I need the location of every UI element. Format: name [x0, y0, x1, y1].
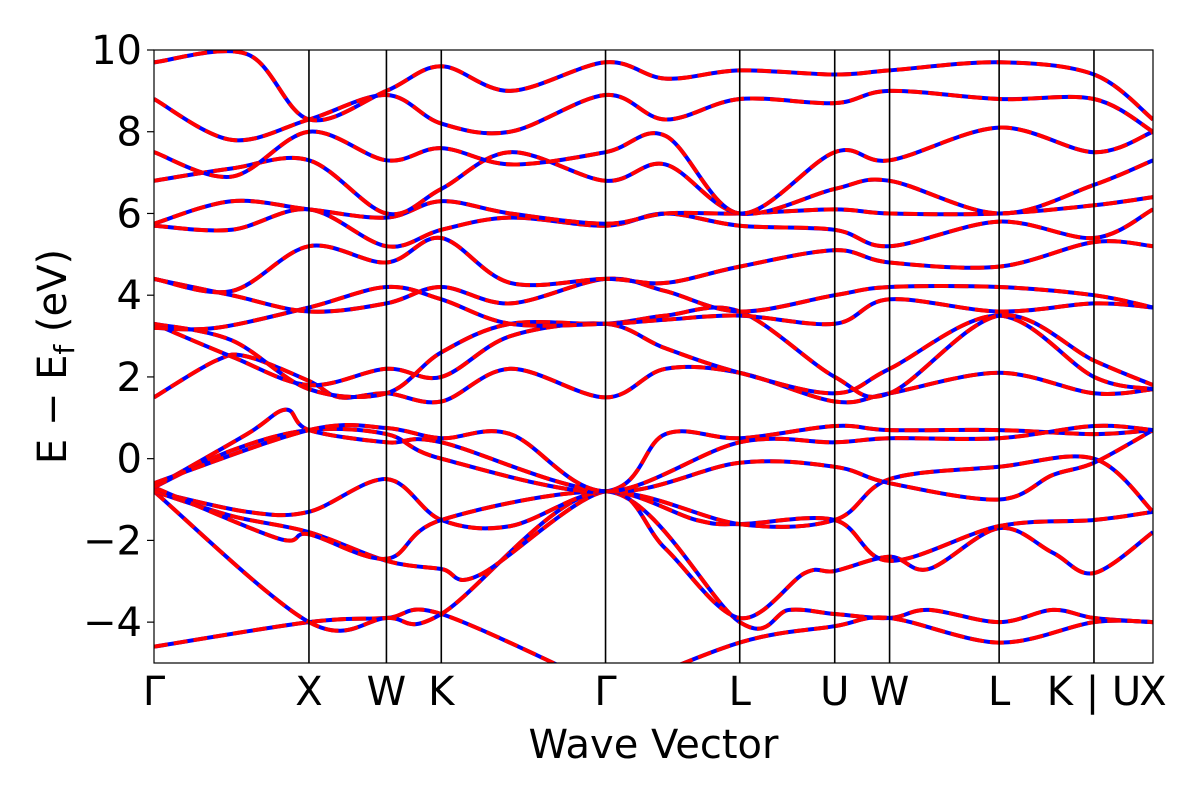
band-12-red — [154, 305, 1153, 399]
high-symmetry-lines — [308, 50, 1095, 663]
x-tick-label-3: W — [367, 669, 407, 715]
y-tick-label-4: 2 — [117, 355, 142, 401]
y-axis-label: E − Ef (eV) — [30, 249, 81, 464]
y-tick-label-5: 4 — [117, 273, 142, 319]
x-tick-label-1: Γ — [143, 669, 166, 715]
x-tick-label-4: K — [428, 669, 456, 715]
band-8-red — [154, 407, 1153, 502]
y-tick-label-1: −4 — [83, 600, 142, 646]
y-tick-label-7: 8 — [117, 110, 142, 156]
y-axis-label-subscript: f — [48, 344, 81, 355]
band-6-red — [154, 454, 1153, 561]
band-4-red — [154, 489, 1153, 621]
x-axis-label: Wave Vector — [529, 722, 780, 768]
x-tick-label-11: X — [1139, 669, 1166, 715]
band-2-red — [154, 489, 1153, 633]
band-1-red — [154, 607, 559, 663]
x-tick-label-10: K | U — [1047, 669, 1141, 715]
band-3-red — [678, 615, 1153, 663]
x-tick-label-8: W — [870, 669, 910, 715]
band-5-red — [154, 477, 1153, 563]
y-axis-label-main: E − E — [30, 355, 76, 465]
y-tick-label-6: 6 — [117, 191, 142, 237]
x-tick-label-9: L — [988, 669, 1011, 715]
x-tick-label-6: L — [729, 669, 752, 715]
band-13-red — [154, 284, 1153, 332]
y-tick-label-3: 0 — [117, 437, 142, 483]
band-18-red — [154, 150, 1153, 217]
band-10-red — [154, 352, 1153, 405]
x-tick-label-2: X — [295, 669, 322, 715]
y-axis-label-unit: (eV) — [30, 249, 76, 345]
y-tick-label-8: 10 — [91, 28, 142, 74]
y-axis-ticks: −4 −2 0 2 4 6 8 10 — [83, 28, 154, 646]
band-19-red — [154, 125, 1153, 216]
x-tick-label-5: Γ — [594, 669, 617, 715]
plot-frame — [153, 49, 1154, 664]
band-14-red — [154, 276, 1153, 314]
y-tick-label-2: −2 — [83, 518, 142, 564]
x-tick-label-7: U — [820, 669, 849, 715]
